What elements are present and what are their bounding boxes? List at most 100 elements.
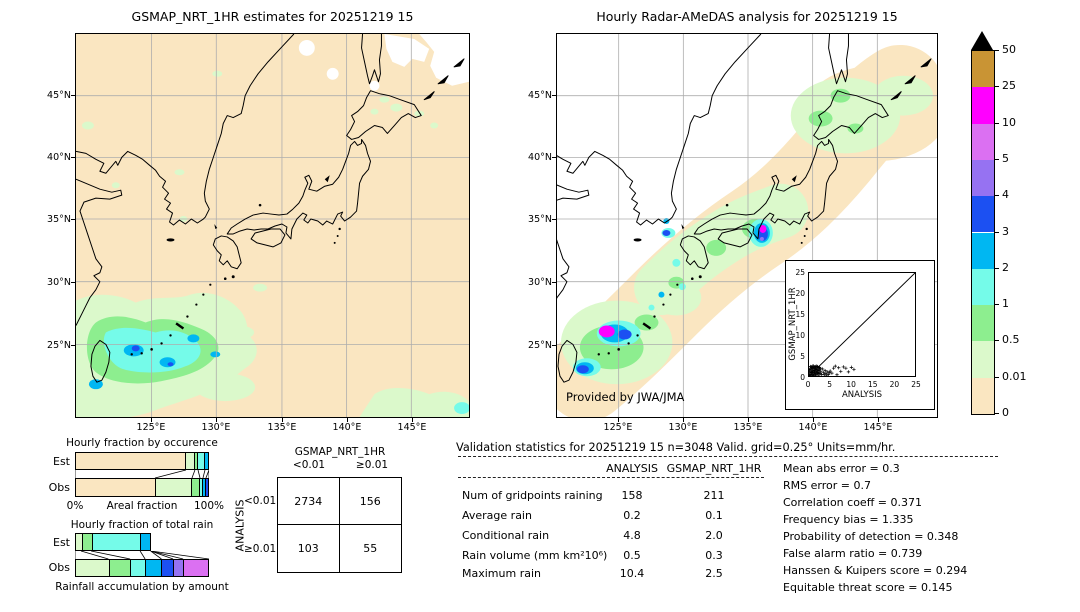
occurrence-connectors — [75, 470, 209, 478]
colorbar-tick-mark — [994, 413, 999, 414]
left-map-lat-tick-mark — [71, 95, 75, 96]
colorbar-segment-pale_green — [972, 341, 994, 378]
colorbar-tick-label: 50 — [1002, 43, 1016, 56]
connector-line — [197, 470, 201, 478]
validation-divider-top — [458, 456, 998, 457]
contingency-cell-false-alarm: 156 — [339, 478, 401, 525]
occurrence-x-min-label: 0% — [66, 500, 84, 512]
credit-text: Provided by JWA/JMA — [566, 390, 685, 404]
colorbar-tick-mark — [994, 340, 999, 342]
right-map-lat-tick-mark — [552, 345, 556, 346]
left-map-lon-tick-mark — [216, 418, 217, 422]
scatter-point — [813, 371, 817, 375]
bar-segment-0.01-0.5mm — [76, 534, 82, 550]
scatter-x-tick-label: 10 — [846, 380, 856, 389]
right-map-title: Hourly Radar-AMeDAS analysis for 2025121… — [596, 9, 898, 24]
scatter-point — [823, 368, 827, 373]
colorbar-segment-orchid — [972, 123, 994, 160]
validation-row-gsmap-value: 0.3 — [705, 549, 723, 562]
left-map-lat-tick-mark — [71, 282, 75, 283]
scatter-point — [844, 366, 848, 370]
contingency-grid: 2734 156 103 55 — [277, 477, 402, 573]
right-map-lat-tick-label: 35°N — [528, 214, 552, 225]
scatter-point — [833, 364, 837, 368]
scatter-point — [815, 364, 820, 369]
right-map-lat-tick-mark — [552, 282, 556, 283]
right-map-lat-tick-label: 25°N — [528, 340, 552, 351]
colorbar-tick-mark — [994, 158, 999, 160]
totalrain-est-bar — [75, 533, 209, 551]
right-map-lon-tick-mark — [813, 418, 814, 422]
bar-segment-3-4mm — [161, 560, 173, 576]
scatter-point — [821, 371, 826, 375]
bar-segment-0.5-1mm — [194, 453, 198, 469]
scatter-y-tick-label: 5 — [800, 352, 805, 361]
scatter-point — [811, 364, 815, 368]
scatter-point — [810, 370, 814, 374]
right-map-lat-tick-label: 45°N — [528, 90, 552, 101]
left-map-gridlines — [76, 34, 469, 417]
scatter-x-tick-label: 0 — [805, 380, 811, 389]
left-map-lon-tick-mark — [412, 418, 413, 422]
validation-row-analysis-value: 4.8 — [623, 529, 641, 542]
right-map-lon-tick-label: 130°E — [668, 422, 698, 433]
validation-title: Validation statistics for 20251219 15 n=… — [456, 441, 896, 454]
left-map-lon-tick-label: 135°E — [267, 422, 297, 433]
contingency-cell-miss: 103 — [278, 525, 340, 572]
connector-line — [191, 470, 196, 478]
colorbar-segment-purple — [972, 159, 994, 197]
bar-segment-0.5-1mm — [191, 479, 200, 496]
colorbar-segment-cyan — [972, 268, 994, 306]
validation-row-label: Average rain — [462, 509, 532, 522]
totalrain-obs-bar — [75, 559, 209, 577]
connector-line — [80, 551, 109, 559]
validation-metric: Hanssen & Kuipers score = 0.294 — [783, 564, 968, 577]
colorbar-tick-mark — [994, 376, 999, 378]
colorbar-tick-label: 0 — [1002, 406, 1009, 419]
right-map-lon-tick-mark — [878, 418, 879, 422]
colorbar-tick-mark — [994, 86, 999, 88]
colorbar-segment-tan — [972, 51, 994, 88]
left-map-lat-tick-mark — [71, 219, 75, 220]
contingency-title: GSMAP_NRT_1HR — [294, 446, 386, 458]
validation-row-label: Conditional rain — [462, 529, 550, 542]
scatter-x-axis-label: ANALYSIS — [841, 390, 883, 400]
occurrence-est-bar — [75, 452, 209, 470]
scatter-point — [820, 367, 825, 371]
one-to-one-line — [809, 273, 915, 376]
bar-segment-3-4mm — [204, 479, 208, 496]
right-map-radar-amedas: Provided by JWA/JMA GSMAP_NRT_1HR 0 5 10 15… — [556, 33, 938, 418]
right-map-lon-tick-mark — [618, 418, 619, 422]
scatter-point — [827, 370, 832, 374]
validation-row-gsmap-value: 0.1 — [705, 509, 723, 522]
colorbar-over-arrow — [971, 31, 993, 50]
bar-segment-2-3mm — [139, 534, 150, 550]
left-map-lon-tick-label: 130°E — [201, 422, 231, 433]
right-map-canvas — [557, 34, 937, 417]
bar-segment-4-5mm — [172, 560, 183, 576]
connector-line — [202, 470, 206, 478]
validation-row-analysis-value: 0.5 — [623, 549, 641, 562]
scatter-point — [835, 373, 839, 376]
connector-line — [154, 470, 187, 478]
validation-metric: False alarm ratio = 0.739 — [783, 547, 923, 560]
left-map-lon-tick-label: 125°E — [136, 422, 166, 433]
right-map-lon-tick-mark — [683, 418, 684, 422]
colorbar — [971, 50, 995, 415]
left-map-lat-tick-label: 40°N — [47, 152, 71, 163]
connector-line — [150, 551, 184, 559]
scatter-point — [822, 373, 826, 376]
connector-line — [150, 551, 162, 559]
colorbar-tick-label: 4 — [1002, 188, 1009, 202]
scatter-point — [811, 373, 816, 376]
totalrain-obs-label: Obs — [48, 561, 70, 574]
colorbar-segment-cream — [972, 377, 994, 414]
validation-col-header-gsmap: GSMAP_NRT_1HR — [666, 462, 762, 475]
totalrain-est-label: Est — [53, 536, 70, 549]
colorbar-tick-mark — [994, 231, 999, 233]
occurrence-obs-bar — [75, 478, 209, 497]
occurrence-est-label: Est — [53, 455, 70, 468]
scatter-point — [818, 366, 823, 371]
totalrain-est-filled — [75, 533, 151, 551]
